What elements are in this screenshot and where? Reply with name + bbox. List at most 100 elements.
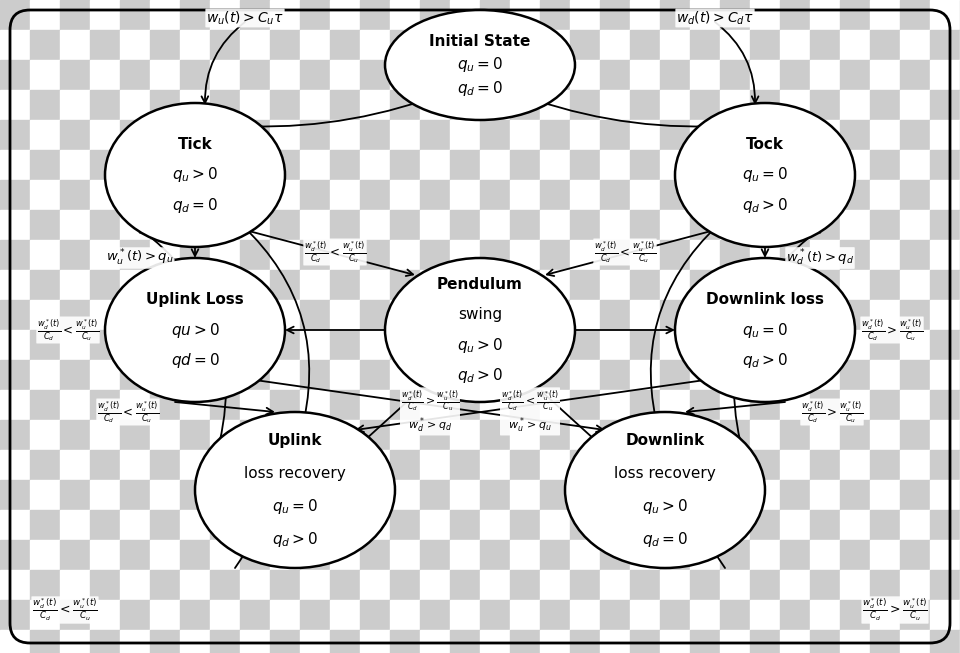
FancyArrowPatch shape <box>117 146 309 568</box>
Bar <box>930 180 960 210</box>
Bar <box>450 30 480 60</box>
Bar <box>270 270 300 300</box>
Bar <box>450 480 480 510</box>
Bar <box>480 480 510 510</box>
Bar <box>660 180 690 210</box>
Bar <box>360 60 390 90</box>
Bar <box>930 360 960 390</box>
Bar <box>390 360 420 390</box>
Bar <box>150 150 180 180</box>
Bar <box>870 480 900 510</box>
Bar <box>120 360 150 390</box>
Bar <box>300 450 330 480</box>
Bar <box>840 540 870 570</box>
FancyArrowPatch shape <box>715 22 758 103</box>
Bar <box>180 450 210 480</box>
Bar <box>120 390 150 420</box>
Bar <box>510 120 540 150</box>
Bar <box>120 300 150 330</box>
Bar <box>450 450 480 480</box>
Bar <box>360 390 390 420</box>
FancyArrowPatch shape <box>541 391 595 440</box>
Bar <box>0 0 30 30</box>
Bar <box>390 180 420 210</box>
Bar <box>120 150 150 180</box>
Bar <box>180 240 210 270</box>
Bar <box>420 30 450 60</box>
Bar <box>870 270 900 300</box>
Bar <box>360 630 390 653</box>
Bar <box>750 600 780 630</box>
Bar <box>270 390 300 420</box>
Bar <box>330 30 360 60</box>
Bar <box>510 480 540 510</box>
Bar <box>300 420 330 450</box>
Bar <box>780 450 810 480</box>
Bar <box>90 510 120 540</box>
Bar <box>240 630 270 653</box>
Bar <box>840 30 870 60</box>
Text: Initial State: Initial State <box>429 35 531 50</box>
Bar <box>750 510 780 540</box>
Bar <box>0 390 30 420</box>
Bar <box>840 120 870 150</box>
Bar <box>60 120 90 150</box>
Bar <box>330 600 360 630</box>
Ellipse shape <box>675 258 855 402</box>
Bar <box>30 630 60 653</box>
Bar <box>930 120 960 150</box>
Bar <box>120 270 150 300</box>
Bar <box>750 150 780 180</box>
Bar <box>540 600 570 630</box>
Bar <box>330 180 360 210</box>
Bar <box>180 300 210 330</box>
Bar <box>300 120 330 150</box>
Bar <box>150 60 180 90</box>
Bar <box>270 450 300 480</box>
Bar <box>600 180 630 210</box>
Bar <box>420 240 450 270</box>
Bar <box>450 540 480 570</box>
Text: $q_d > 0$: $q_d > 0$ <box>742 196 788 215</box>
Bar <box>900 60 930 90</box>
Bar <box>900 450 930 480</box>
Bar <box>720 330 750 360</box>
Bar <box>780 540 810 570</box>
Bar <box>870 330 900 360</box>
Text: $q_d > 0$: $q_d > 0$ <box>272 530 318 549</box>
Bar <box>210 360 240 390</box>
FancyArrowPatch shape <box>192 247 199 256</box>
Bar <box>510 150 540 180</box>
Bar <box>810 60 840 90</box>
Text: $q_u = 0$: $q_u = 0$ <box>742 321 788 340</box>
Bar <box>120 450 150 480</box>
Bar <box>60 60 90 90</box>
Bar <box>270 240 300 270</box>
Bar <box>120 600 150 630</box>
Bar <box>630 510 660 540</box>
Bar <box>360 270 390 300</box>
Bar <box>180 360 210 390</box>
Bar <box>150 0 180 30</box>
Bar <box>720 180 750 210</box>
Bar <box>390 630 420 653</box>
Bar <box>30 390 60 420</box>
Bar <box>210 630 240 653</box>
Bar <box>750 420 780 450</box>
Bar <box>300 330 330 360</box>
Bar <box>900 600 930 630</box>
Bar <box>870 600 900 630</box>
Bar <box>630 60 660 90</box>
Bar <box>840 0 870 30</box>
Bar <box>660 120 690 150</box>
Bar <box>210 420 240 450</box>
Bar <box>90 300 120 330</box>
Bar <box>810 630 840 653</box>
Text: $w_u^*(t) > q_u$: $w_u^*(t) > q_u$ <box>107 248 174 268</box>
Bar <box>900 420 930 450</box>
Bar <box>780 600 810 630</box>
Bar <box>120 240 150 270</box>
Bar <box>930 300 960 330</box>
Bar <box>480 180 510 210</box>
Bar <box>780 630 810 653</box>
